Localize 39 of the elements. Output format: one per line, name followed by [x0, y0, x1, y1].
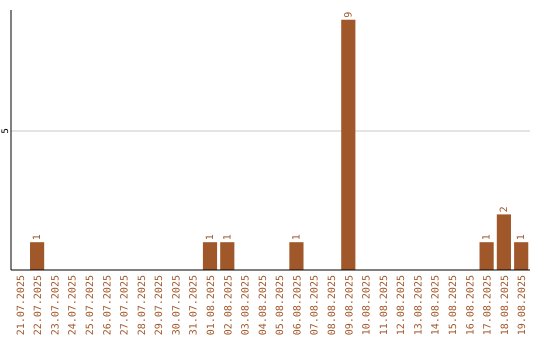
x-tick-label: 07.08.2025 [310, 275, 321, 336]
x-tick-label: 13.08.2025 [413, 275, 424, 336]
x-tick-label: 15.08.2025 [448, 275, 460, 336]
data-label: 1 [204, 234, 216, 240]
data-label: 1 [516, 234, 528, 240]
data-label: 1 [482, 234, 493, 240]
x-tick-label: 04.08.2025 [258, 275, 269, 336]
x-tick-label: 29.07.2025 [154, 275, 166, 336]
x-tick-label: 12.08.2025 [396, 275, 408, 336]
x-tick-label: 26.07.2025 [102, 275, 114, 336]
x-tick-label: 09.08.2025 [344, 275, 356, 336]
x-tick-label: 19.08.2025 [517, 275, 528, 336]
x-tick-label: 01.08.2025 [206, 275, 217, 336]
x-tick-label: 17.08.2025 [482, 275, 494, 336]
x-tick-label: 16.08.2025 [465, 275, 476, 336]
x-tick-label: 02.08.2025 [223, 275, 234, 336]
x-tick-label: 30.07.2025 [171, 275, 182, 336]
data-label: 1 [32, 234, 44, 240]
x-tick-label: 22.07.2025 [33, 275, 44, 336]
x-tick-label: 08.08.2025 [327, 275, 338, 336]
x-tick-label: 14.08.2025 [430, 275, 442, 336]
x-tick-label: 24.07.2025 [68, 275, 79, 336]
data-label: 1 [222, 234, 234, 240]
x-tick-label: 11.08.2025 [378, 275, 390, 336]
x-tick-label: 25.07.2025 [84, 275, 96, 336]
x-tick-label: 23.07.2025 [50, 275, 62, 336]
data-label: 9 [343, 12, 354, 18]
x-tick-label: 27.07.2025 [120, 275, 131, 336]
x-tick-label: 31.07.2025 [188, 275, 200, 336]
x-tick-label: 10.08.2025 [362, 275, 373, 336]
x-tick-label: 18.08.2025 [500, 275, 511, 336]
x-tick-label: 28.07.2025 [136, 275, 148, 336]
y-tick-label: 5 [1, 128, 11, 134]
x-tick-label: 05.08.2025 [275, 275, 286, 336]
x-tick-label: 03.08.2025 [240, 275, 252, 336]
data-label: 2 [498, 206, 510, 212]
x-tick-label: 21.07.2025 [16, 275, 27, 336]
x-tick-label: 06.08.2025 [292, 275, 304, 336]
data-label: 1 [291, 234, 302, 240]
